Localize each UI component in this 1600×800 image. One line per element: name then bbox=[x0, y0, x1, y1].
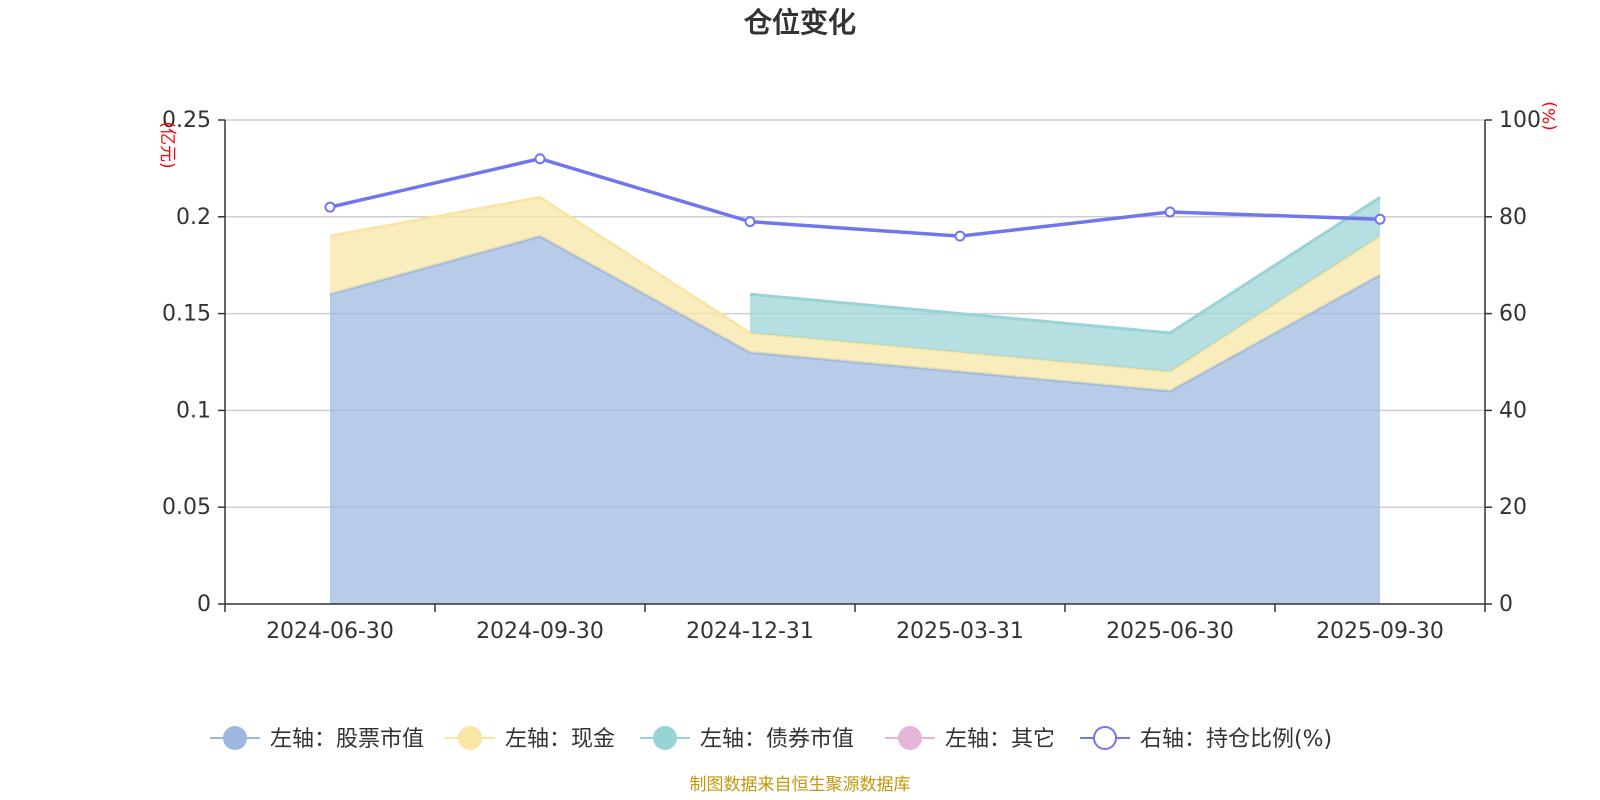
right-axis-unit: (%) bbox=[1540, 101, 1560, 130]
right-tick-label: 0 bbox=[1499, 592, 1513, 617]
data-source-note: 制图数据来自恒生聚源数据库 bbox=[690, 775, 911, 795]
area-3 bbox=[750, 197, 1380, 372]
ratio-point bbox=[534, 153, 546, 165]
chart-title: 仓位变化 bbox=[744, 6, 856, 39]
x-tick-label: 2025-06-30 bbox=[1106, 619, 1234, 644]
left-tick-label: 0.05 bbox=[162, 495, 211, 520]
right-tick-label: 80 bbox=[1499, 205, 1527, 230]
left-tick-label: 0.25 bbox=[162, 108, 211, 133]
ratio-line bbox=[324, 153, 1386, 242]
legend: 左轴：股票市值 左轴：现金 左轴：债券市值 左轴：其它 右轴：持仓比例(%) bbox=[210, 726, 1332, 752]
legend-label: 左轴：股票市值 bbox=[270, 727, 424, 752]
legend-label: 左轴：现金 bbox=[505, 727, 615, 752]
left-tick-label: 0.15 bbox=[162, 302, 211, 327]
left-tick-label: 0.1 bbox=[176, 398, 211, 423]
ratio-line-path bbox=[329, 156, 1381, 238]
legend-swatch-marker bbox=[1093, 726, 1117, 750]
area-2 bbox=[330, 197, 1380, 392]
legend-swatch-marker bbox=[898, 726, 922, 750]
ratio-point bbox=[324, 201, 336, 213]
legend-label: 右轴：持仓比例(%) bbox=[1140, 727, 1332, 752]
x-tick-label: 2024-09-30 bbox=[476, 619, 604, 644]
axes: 0 0.05 0.1 0.15 0.2 0.25 0 20 40 60 80 100 2024-06-3… bbox=[162, 108, 1541, 644]
right-tick-label: 60 bbox=[1499, 302, 1527, 327]
legend-swatch-marker bbox=[653, 726, 677, 750]
area-edge-3 bbox=[749, 196, 1381, 335]
legend-swatch-marker bbox=[223, 726, 247, 750]
ratio-point bbox=[1374, 213, 1386, 225]
stacked-areas bbox=[329, 195, 1381, 604]
right-tick-label: 40 bbox=[1499, 398, 1527, 423]
x-tick-label: 2024-06-30 bbox=[266, 619, 394, 644]
x-tick-label: 2024-12-31 bbox=[686, 619, 814, 644]
left-tick-label: 0 bbox=[197, 592, 211, 617]
area-1 bbox=[330, 236, 1380, 604]
left-tick-label: 0.2 bbox=[176, 205, 211, 230]
x-tick-label: 2025-09-30 bbox=[1316, 619, 1444, 644]
legend-swatch-marker bbox=[458, 726, 482, 750]
right-tick-label: 20 bbox=[1499, 495, 1527, 520]
legend-label: 左轴：债券市值 bbox=[700, 727, 854, 752]
left-axis-unit: (亿元) bbox=[157, 121, 177, 168]
x-tick-label: 2025-03-31 bbox=[896, 619, 1024, 644]
ratio-point bbox=[1164, 206, 1176, 218]
right-tick-label: 100 bbox=[1499, 108, 1541, 133]
legend-label: 左轴：其它 bbox=[945, 727, 1055, 752]
ratio-point bbox=[954, 230, 966, 242]
ratio-point bbox=[744, 216, 756, 228]
